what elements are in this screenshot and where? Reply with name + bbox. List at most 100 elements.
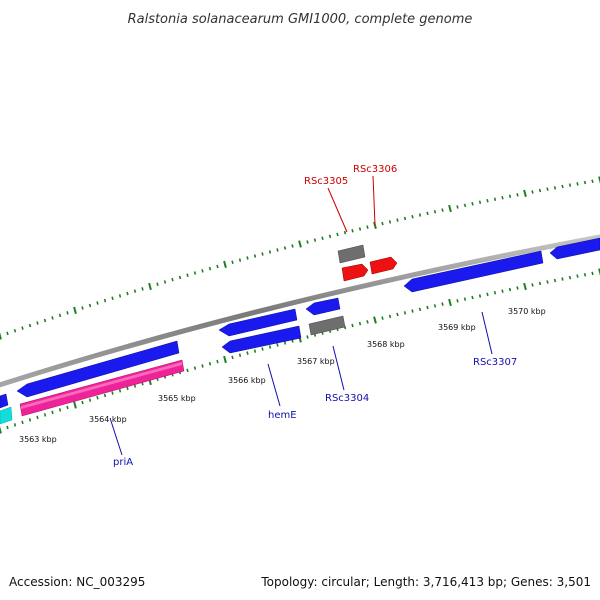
gene-gray-feature-2[interactable] bbox=[337, 244, 366, 264]
tick-mark bbox=[396, 218, 399, 222]
tick-mark bbox=[591, 179, 594, 183]
tick-mark bbox=[298, 240, 302, 248]
leader-line-heme bbox=[267, 363, 281, 407]
gene-blue-feature-3[interactable] bbox=[218, 308, 298, 337]
tick-mark bbox=[373, 316, 377, 324]
tick-mark bbox=[523, 282, 527, 291]
tick-mark bbox=[598, 176, 600, 184]
tick-mark bbox=[36, 321, 39, 325]
tick-mark bbox=[583, 180, 587, 185]
kbp-label: 3570 kbp bbox=[508, 307, 546, 316]
tick-mark bbox=[486, 292, 489, 297]
tick-mark bbox=[231, 260, 234, 264]
tick-mark bbox=[366, 225, 369, 229]
tick-mark bbox=[28, 323, 32, 328]
gene-blue-feature-1[interactable] bbox=[0, 393, 9, 409]
tick-mark bbox=[223, 260, 227, 269]
tick-mark bbox=[493, 291, 497, 295]
tick-mark bbox=[463, 297, 467, 301]
accession-text: Accession: NC_003295 bbox=[9, 575, 146, 589]
tick-mark bbox=[471, 202, 474, 206]
tick-mark bbox=[186, 368, 189, 373]
tick-mark bbox=[43, 318, 47, 323]
tick-mark bbox=[471, 295, 474, 300]
tick-mark bbox=[103, 393, 107, 398]
gene-blue-feature-4[interactable] bbox=[221, 325, 302, 354]
gene-label-rsc3307[interactable]: RSc3307 bbox=[473, 357, 517, 368]
tick-mark bbox=[261, 252, 264, 256]
tick-mark bbox=[0, 332, 2, 340]
tick-mark bbox=[516, 193, 519, 197]
tick-mark bbox=[193, 271, 197, 275]
tick-mark bbox=[81, 306, 84, 310]
tick-mark bbox=[433, 210, 437, 214]
kbp-label: 3565 kbp bbox=[158, 394, 196, 403]
tick-mark bbox=[171, 277, 174, 282]
tick-mark bbox=[178, 275, 182, 280]
gene-cyan-feature[interactable] bbox=[0, 406, 13, 425]
tick-mark bbox=[238, 353, 242, 357]
leader-line-rsc3305 bbox=[327, 187, 348, 233]
gene-labels: priA hemE RSc3304 RSc3307 RSc3305 RSc330… bbox=[113, 164, 517, 468]
tick-mark bbox=[388, 220, 392, 224]
kbp-scale-labels: 3563 kbp 3564 kbp 3565 kbp 3566 kbp 3567… bbox=[19, 307, 546, 444]
tick-mark bbox=[36, 415, 39, 420]
gene-blue-feature-2[interactable] bbox=[16, 340, 180, 398]
tick-mark bbox=[561, 277, 564, 281]
genome-summary-text: Topology: circular; Length: 3,716,413 bp… bbox=[261, 575, 591, 589]
tick-mark bbox=[231, 355, 234, 360]
tick-mark bbox=[403, 311, 407, 315]
tick-mark bbox=[351, 229, 354, 233]
gene-blue-feature-6[interactable] bbox=[403, 250, 544, 293]
tick-mark bbox=[223, 355, 227, 364]
tick-mark bbox=[238, 258, 242, 262]
gene-label-pria[interactable]: priA bbox=[113, 457, 133, 468]
tick-mark bbox=[28, 418, 32, 422]
tick-mark bbox=[433, 304, 437, 308]
tick-mark bbox=[163, 280, 167, 284]
tick-mark bbox=[88, 398, 92, 402]
tick-mark bbox=[343, 230, 347, 235]
gene-features bbox=[0, 237, 600, 425]
tick-mark bbox=[261, 347, 264, 351]
gene-gray-feature-1[interactable] bbox=[308, 315, 346, 336]
tick-mark bbox=[13, 423, 17, 427]
tick-mark bbox=[553, 186, 557, 190]
gene-red-feature-1[interactable] bbox=[341, 263, 369, 282]
gene-label-heme[interactable]: hemE bbox=[268, 410, 297, 421]
tick-mark bbox=[538, 188, 542, 193]
tick-mark bbox=[336, 232, 339, 237]
gene-blue-feature-7[interactable] bbox=[549, 237, 600, 260]
tick-mark bbox=[283, 341, 287, 345]
gene-label-rsc3306[interactable]: RSc3306 bbox=[353, 164, 397, 175]
tick-mark bbox=[546, 280, 549, 284]
tick-mark bbox=[313, 238, 317, 242]
tick-mark bbox=[373, 221, 377, 230]
tick-mark bbox=[216, 359, 219, 364]
gene-red-feature-2[interactable] bbox=[369, 256, 398, 275]
tick-mark bbox=[411, 309, 414, 313]
tick-mark bbox=[193, 366, 197, 370]
tick-mark bbox=[411, 215, 414, 219]
tick-mark bbox=[246, 351, 249, 355]
tick-mark bbox=[0, 426, 2, 434]
tick-mark bbox=[96, 396, 99, 400]
tick-mark bbox=[306, 240, 309, 244]
tick-mark bbox=[358, 227, 362, 231]
tick-mark bbox=[591, 271, 594, 276]
gene-label-rsc3305[interactable]: RSc3305 bbox=[304, 176, 348, 187]
tick-mark bbox=[141, 287, 144, 291]
tick-mark bbox=[268, 250, 272, 254]
gene-blue-feature-5[interactable] bbox=[305, 297, 341, 316]
tick-mark bbox=[51, 410, 54, 415]
tick-mark bbox=[561, 184, 564, 189]
tick-mark bbox=[501, 289, 504, 293]
tick-mark bbox=[553, 278, 557, 283]
tick-mark bbox=[268, 345, 272, 349]
tick-mark bbox=[493, 197, 497, 201]
tick-mark bbox=[13, 329, 17, 333]
gene-label-rsc3304[interactable]: RSc3304 bbox=[325, 393, 369, 404]
tick-mark bbox=[291, 244, 294, 248]
tick-mark bbox=[448, 298, 452, 307]
